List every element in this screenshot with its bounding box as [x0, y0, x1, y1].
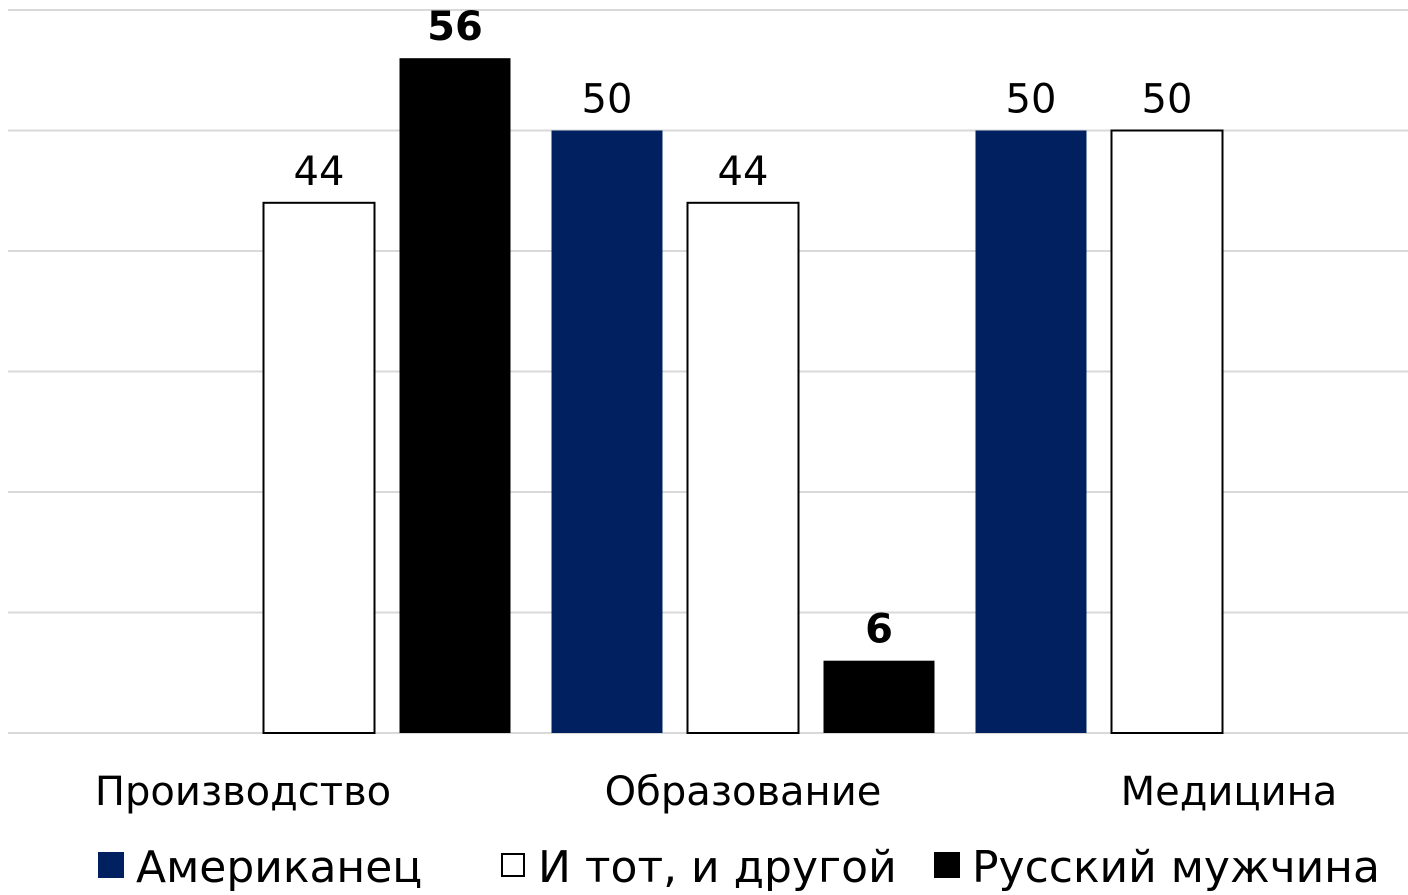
data-label-3-2: 6: [865, 607, 893, 653]
bar-1-3: [975, 130, 1087, 733]
data-label-1-2: 50: [582, 77, 633, 123]
bar-2-1: [262, 201, 376, 735]
legend-swatch-2: [501, 853, 525, 877]
legend-label-2: И тот, и другой: [538, 842, 897, 893]
x-tick-label-3: Медицина: [1121, 769, 1338, 815]
bar-2-2: [686, 201, 800, 735]
legend-swatch-3: [934, 852, 960, 878]
x-tick-label-2: Образование: [605, 769, 882, 815]
data-label-1-3: 50: [1006, 77, 1057, 123]
bars: [262, 58, 1224, 735]
data-label-2-3: 50: [1142, 77, 1193, 123]
data-label-2-1: 44: [294, 149, 345, 195]
data-label-2-2: 44: [718, 149, 769, 195]
legend: Американец И тот, и другой Русский мужчина: [98, 842, 1380, 893]
bar-3-1: [399, 58, 511, 733]
bar-1-2: [551, 130, 663, 733]
x-tick-label-1: Производство: [95, 769, 391, 815]
bar-2-3: [1110, 129, 1224, 734]
bar-3-2: [823, 660, 935, 733]
legend-swatch-1: [98, 852, 124, 878]
data-label-3-1: 56: [427, 4, 483, 50]
legend-label-1: Американец: [136, 842, 422, 893]
x-axis-tick-labels: Производство Образование Медицина: [95, 769, 1337, 815]
legend-label-3: Русский мужчина: [972, 842, 1380, 893]
data-labels: 44 56 50 44 6 50 50: [294, 4, 1193, 653]
